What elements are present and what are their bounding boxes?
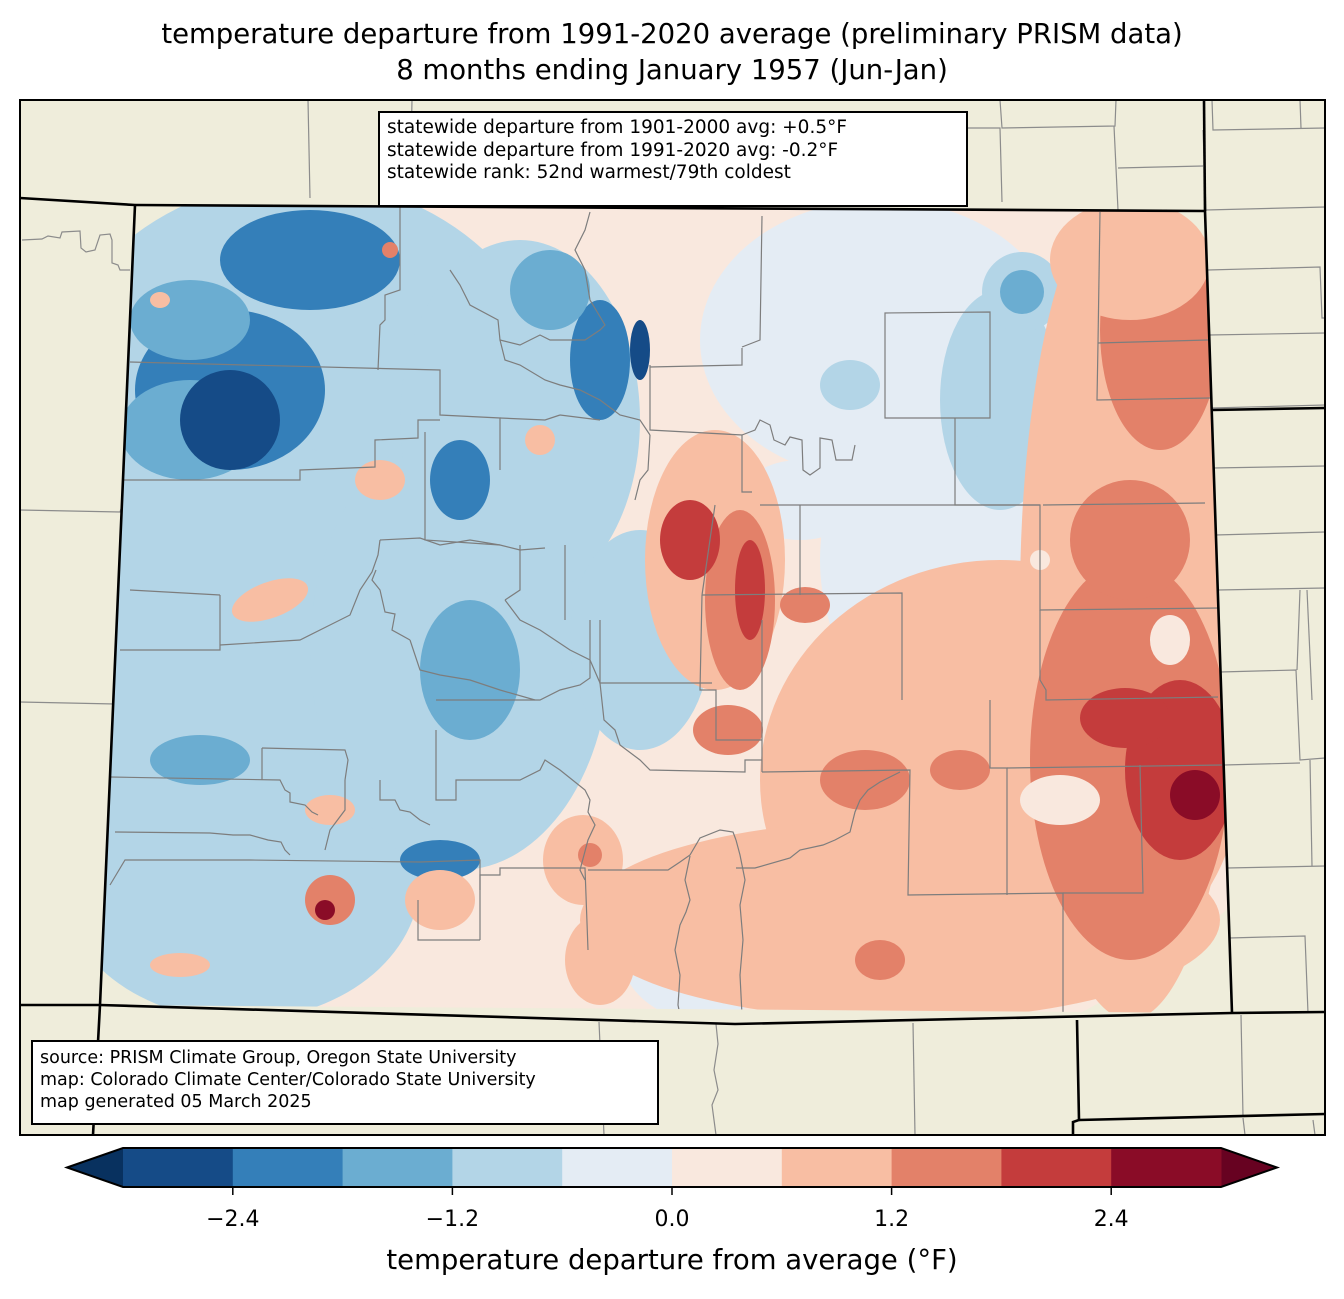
neighbor-county-lines — [20, 100, 1325, 1135]
temperature-contour-region — [780, 587, 830, 623]
temperature-contour-region — [660, 500, 720, 580]
colorbar-tick-label: 2.4 — [1093, 1207, 1129, 1232]
colorbar-bin — [672, 1148, 783, 1187]
colorbar-bin — [452, 1148, 563, 1187]
temperature-field — [100, 205, 1232, 1013]
colorbar-tick-label: −2.4 — [206, 1207, 260, 1232]
temperature-contour-region — [525, 425, 555, 455]
source-line: source: PRISM Climate Group, Oregon Stat… — [40, 1048, 517, 1068]
colorbar-bin — [562, 1148, 673, 1187]
temperature-contour-region — [220, 210, 400, 310]
temperature-contour-region — [855, 940, 905, 980]
temperature-contour-region — [430, 440, 490, 520]
map-frame — [19, 99, 1326, 1136]
temperature-contour-region — [180, 370, 280, 470]
colorado-county-lines — [109, 205, 1223, 1013]
colorbar-outline — [63, 1147, 1281, 1188]
temperature-contour-region — [1000, 270, 1044, 314]
generated-date-line: map generated 05 March 2025 — [40, 1092, 312, 1112]
stats-line-rank: statewide rank: 52nd warmest/79th coldes… — [387, 162, 791, 183]
temperature-contour-region — [130, 280, 250, 360]
colorbar-extend-high — [1221, 1148, 1277, 1187]
temperature-contour-region — [1050, 205, 1210, 320]
temperature-contour-region — [960, 435, 1010, 495]
colorbar-tick-label: 0.0 — [654, 1207, 690, 1232]
colorbar-bin — [1001, 1148, 1112, 1187]
colorbar-bin — [891, 1148, 1002, 1187]
temperature-contour-region — [578, 843, 602, 867]
temperature-contour-region — [570, 300, 630, 420]
temperature-contour-region — [382, 242, 398, 258]
temperature-contour-region — [820, 360, 880, 410]
colorbar — [63, 1147, 1281, 1195]
map-credit-line: map: Colorado Climate Center/Colorado St… — [40, 1070, 536, 1090]
temperature-contour-region — [630, 320, 650, 380]
temperature-contour-region — [1020, 775, 1100, 825]
source-credit-box: source: PRISM Climate Group, Oregon Stat… — [31, 1040, 659, 1125]
temperature-contour-region — [735, 540, 765, 640]
colorbar-bin — [1111, 1148, 1222, 1187]
colorbar-bin — [342, 1148, 453, 1187]
temperature-contour-region — [150, 292, 170, 308]
temperature-contour-region — [1080, 688, 1170, 748]
stats-line-1991-2020: statewide departure from 1991-2020 avg: … — [387, 139, 839, 161]
temperature-contour-region — [405, 870, 475, 930]
temperature-contour-region — [1070, 480, 1190, 600]
map-title-line-1: temperature departure from 1991-2020 ave… — [161, 18, 1183, 50]
temperature-contour-region — [150, 735, 250, 785]
temperature-contour-region — [820, 750, 910, 810]
colorbar-extend-low — [67, 1148, 123, 1187]
temperature-contour-region — [1150, 615, 1190, 665]
temperature-contour-region — [355, 460, 405, 500]
statewide-stats-box: statewide departure from 1901-2000 avg: … — [378, 111, 968, 207]
temperature-contour-region — [1170, 770, 1220, 820]
temperature-contour-region — [305, 795, 355, 825]
colorbar-bin — [781, 1148, 893, 1187]
colorbar-bin — [232, 1148, 344, 1187]
temperature-contour-region — [693, 705, 763, 755]
map-title-line-2: 8 months ending January 1957 (Jun-Jan) — [396, 54, 948, 86]
temperature-contour-region — [930, 750, 990, 790]
temperature-contour-region — [150, 953, 210, 977]
colorbar-tick-label: −1.2 — [425, 1207, 480, 1232]
temperature-contour-region — [420, 600, 520, 740]
colorbar-label: temperature departure from average (°F) — [386, 1244, 958, 1276]
colorbar-bin — [123, 1148, 234, 1187]
temperature-contour-region — [400, 840, 480, 880]
temperature-contour-region — [315, 900, 335, 920]
stats-line-1901-2000: statewide departure from 1901-2000 avg: … — [387, 117, 847, 138]
colorbar-tick-label: 1.2 — [874, 1207, 910, 1232]
temperature-contour-region — [510, 250, 590, 330]
temperature-contour-region — [231, 578, 309, 622]
temperature-contour-region — [565, 915, 635, 1005]
